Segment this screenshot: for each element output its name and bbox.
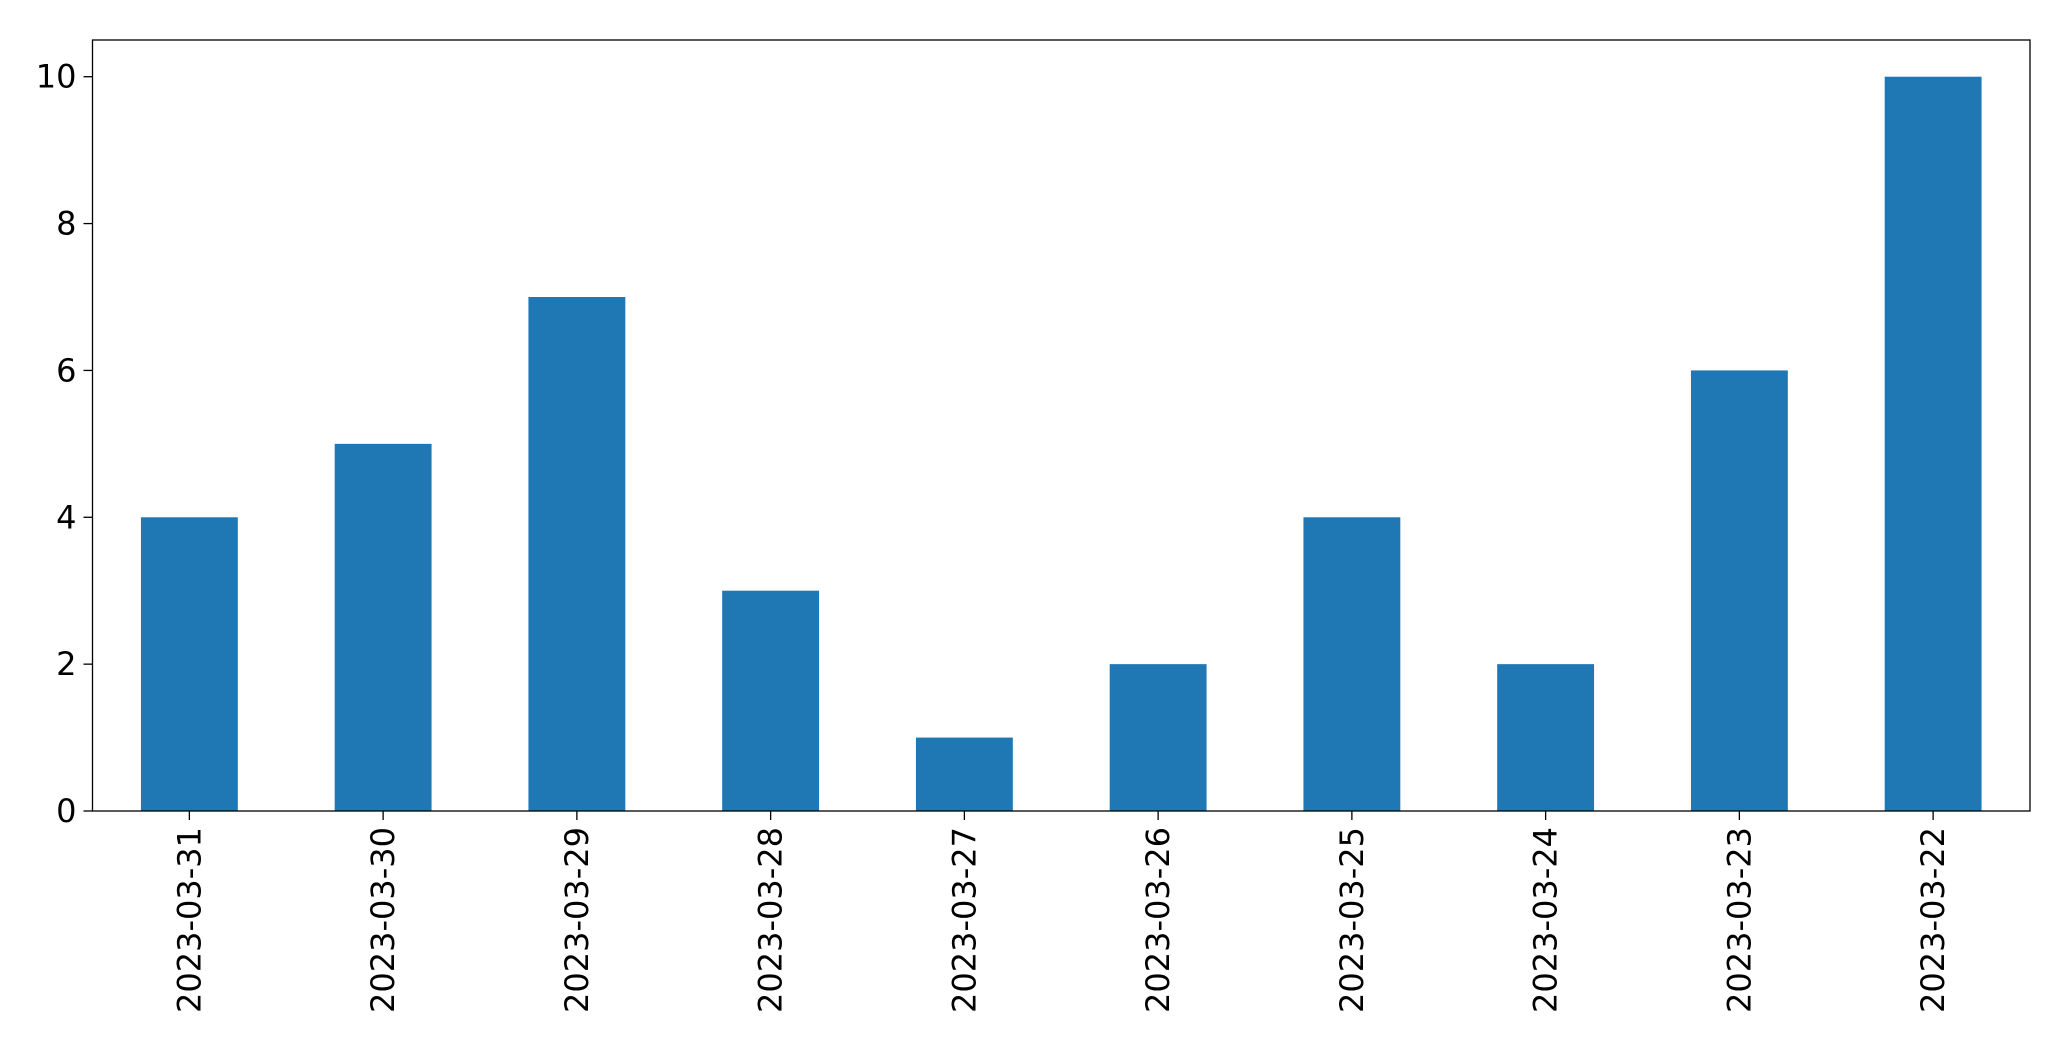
- x-tick-label: 2023-03-30: [364, 827, 402, 1013]
- x-tick-label: 2023-03-24: [1527, 827, 1565, 1013]
- plot-frame: [91, 39, 2031, 812]
- x-tick-label: 2023-03-31: [170, 827, 208, 1013]
- bar: [528, 297, 626, 811]
- bar: [1109, 664, 1207, 811]
- x-tick-label: 2023-03-25: [1333, 827, 1371, 1013]
- y-tick-label: 0: [56, 792, 76, 830]
- x-tick-label: 2023-03-27: [945, 827, 983, 1013]
- bar: [140, 517, 238, 811]
- bar: [1690, 370, 1788, 811]
- y-tick-label: 6: [56, 351, 76, 389]
- y-tick-label: 8: [56, 205, 76, 243]
- x-tick-label: 2023-03-26: [1139, 827, 1177, 1013]
- bar: [1497, 664, 1595, 811]
- bar: [1303, 517, 1401, 811]
- y-tick-label: 10: [36, 58, 77, 96]
- bar: [334, 443, 432, 811]
- x-tick-label: 2023-03-23: [1720, 827, 1758, 1013]
- bar: [1884, 76, 1982, 811]
- bar: [722, 590, 820, 811]
- bar: [915, 737, 1013, 811]
- x-tick-label: 2023-03-22: [1914, 827, 1952, 1013]
- y-tick-label: 4: [56, 498, 76, 536]
- y-tick-label: 2: [56, 645, 76, 683]
- x-tick-label: 2023-03-29: [558, 827, 596, 1013]
- x-tick-label: 2023-03-28: [752, 827, 790, 1013]
